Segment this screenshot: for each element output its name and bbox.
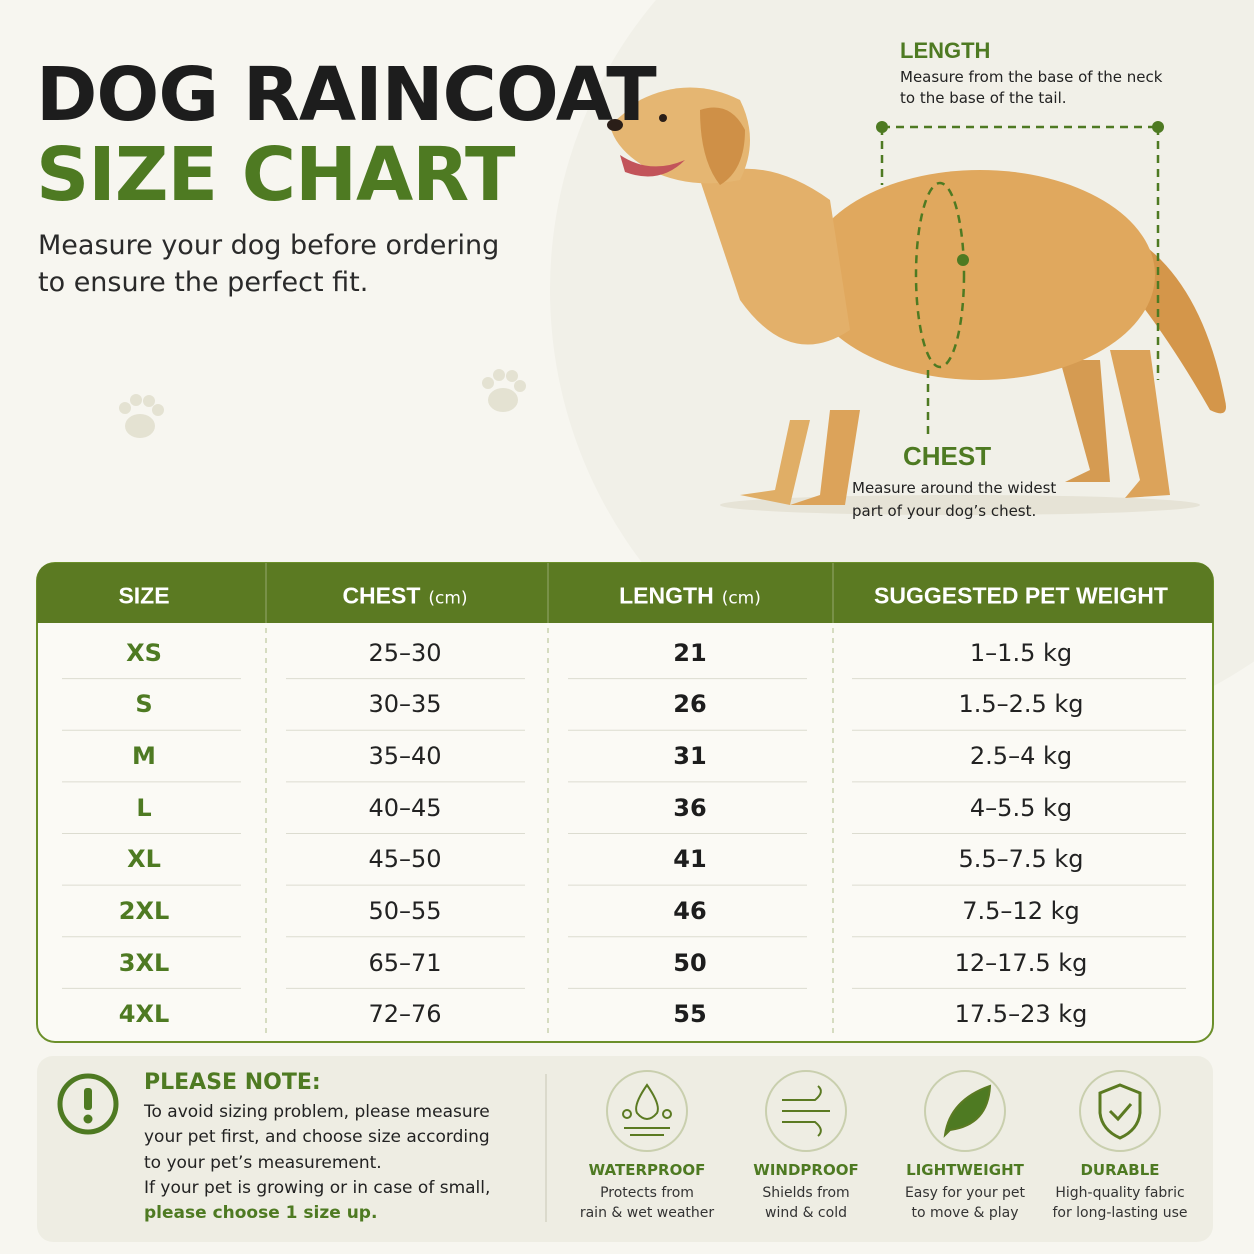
table-cell: 36 <box>673 793 707 822</box>
column-header: LENGTH (cm) <box>619 583 761 610</box>
note-line: to your pet’s measurement. <box>144 1152 382 1173</box>
feature-desc: Easy for your pet <box>904 1185 1026 1201</box>
column-dividers <box>265 628 834 1034</box>
table-cell: 21 <box>673 638 707 667</box>
chest-label: CHEST <box>903 441 992 471</box>
table-cell: 65–71 <box>368 948 442 977</box>
table-cell: 2.5–4 kg <box>969 742 1073 771</box>
table-cell: L <box>136 793 152 822</box>
chest-desc: part of your dog’s chest. <box>852 502 1037 520</box>
table-header-bg <box>37 563 1213 623</box>
feature-icons <box>606 1070 1161 1152</box>
table-cell: 1.5–2.5 kg <box>958 690 1084 719</box>
feature-name: LIGHTWEIGHT <box>906 1161 1024 1179</box>
column-unit: (cm) <box>721 588 761 609</box>
chest-desc: Measure around the widest <box>852 479 1057 497</box>
table-cell: 26 <box>673 690 707 719</box>
table-cell: 12–17.5 kg <box>954 948 1088 977</box>
guide-dots <box>876 121 1164 266</box>
feature-desc: for long-lasting use <box>1052 1205 1188 1221</box>
title-line-1: DOG RAINCOAT <box>36 52 657 138</box>
note-title: PLEASE NOTE: <box>144 1070 321 1095</box>
table-cell: 3XL <box>118 948 170 977</box>
paw-print <box>482 369 526 412</box>
column-name: SIZE <box>118 582 170 609</box>
table-cell: 35–40 <box>368 742 442 771</box>
table-cell: 41 <box>673 845 707 874</box>
feature-desc: High-quality fabric <box>1055 1185 1185 1201</box>
table-cell: XS <box>126 638 162 667</box>
table-cell: 5.5–7.5 kg <box>958 845 1084 874</box>
table-cell: 17.5–23 kg <box>954 1000 1088 1029</box>
table-cell: 72–76 <box>368 1000 442 1029</box>
feature-name: WINDPROOF <box>753 1161 859 1179</box>
column-header: SIZE <box>118 583 169 610</box>
note-emphasis: please choose 1 size up. <box>144 1203 378 1224</box>
title-line-2: SIZE CHART <box>36 132 515 218</box>
column-header: CHEST (cm) <box>342 583 467 610</box>
note-panel <box>37 1056 1213 1242</box>
dog-illustration <box>607 87 1226 515</box>
subtitle: Measure your dog before ordering <box>38 230 500 261</box>
length-desc: Measure from the base of the neck <box>900 68 1163 86</box>
table-cell: 50 <box>673 948 707 977</box>
table-cell: 31 <box>673 742 707 771</box>
feature-name: DURABLE <box>1080 1161 1160 1179</box>
column-name: SUGGESTED PET WEIGHT <box>874 582 1168 609</box>
table-cell: 2XL <box>118 896 170 925</box>
table-cell: 30–35 <box>368 690 442 719</box>
table-cell: 1–1.5 kg <box>969 638 1073 667</box>
table-cell: 7.5–12 kg <box>962 896 1080 925</box>
note-line: your pet first, and choose size accordin… <box>144 1127 490 1148</box>
table-cell: 4–5.5 kg <box>969 793 1073 822</box>
feature-desc: rain & wet weather <box>579 1205 715 1221</box>
note-icon <box>57 1073 119 1135</box>
table-cell: 50–55 <box>368 896 442 925</box>
header-dividers <box>265 563 834 623</box>
length-desc: to the base of the tail. <box>900 89 1067 107</box>
table-cell: 46 <box>673 896 707 925</box>
table-cell: M <box>132 742 156 771</box>
column-name: CHEST <box>342 582 421 609</box>
table-cell: 40–45 <box>368 793 442 822</box>
feature-desc: to move & play <box>911 1205 1019 1221</box>
table-cell: 25–30 <box>368 638 442 667</box>
subtitle: to ensure the perfect fit. <box>38 267 369 298</box>
feature-name: WATERPROOF <box>588 1161 706 1179</box>
note-line: To avoid sizing problem, please measure <box>144 1102 490 1122</box>
table-cell: S <box>135 690 153 719</box>
column-name: LENGTH <box>619 582 714 609</box>
table-cell: XL <box>127 845 161 874</box>
table-cell: 55 <box>673 1000 707 1029</box>
length-guide <box>880 125 1160 440</box>
feature-desc: wind & cold <box>765 1205 847 1221</box>
column-unit: (cm) <box>428 588 468 609</box>
note-line: If your pet is growing or in case of sma… <box>144 1177 491 1198</box>
table-cell: 45–50 <box>368 845 442 874</box>
feature-desc: Protects from <box>600 1185 694 1201</box>
column-header: SUGGESTED PET WEIGHT <box>874 583 1168 610</box>
feature-desc: Shields from <box>762 1185 850 1201</box>
row-lines <box>62 678 1186 989</box>
paw-print <box>119 394 164 438</box>
length-label: LENGTH <box>900 38 991 63</box>
table-cell: 4XL <box>118 1000 170 1029</box>
